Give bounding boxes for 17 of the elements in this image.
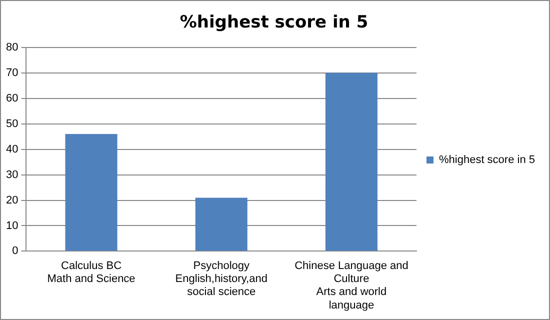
y-tick-label: 50: [6, 118, 18, 130]
x-tick-label: Chinese Language and Culture Arts and world language: [294, 260, 408, 312]
y-tick-label: 10: [6, 220, 18, 232]
y-tick-label: 70: [6, 66, 18, 79]
bar: [195, 198, 248, 251]
x-tick-label: Psychology English,history,and social science: [175, 260, 268, 298]
chart-title: %highest score in 5: [180, 12, 368, 33]
bar: [325, 72, 378, 251]
y-tick-label: 40: [6, 143, 18, 156]
y-tick-label: 30: [6, 168, 18, 181]
y-tick-label: 80: [6, 41, 18, 54]
x-tick-label: Calculus BC Math and Science: [47, 260, 136, 286]
y-tick-label: 20: [6, 194, 18, 206]
y-tick-label: 0: [12, 245, 18, 258]
bar: [65, 134, 118, 251]
legend-label: %highest score in 5: [439, 154, 535, 166]
y-tick-label: 60: [6, 92, 18, 104]
